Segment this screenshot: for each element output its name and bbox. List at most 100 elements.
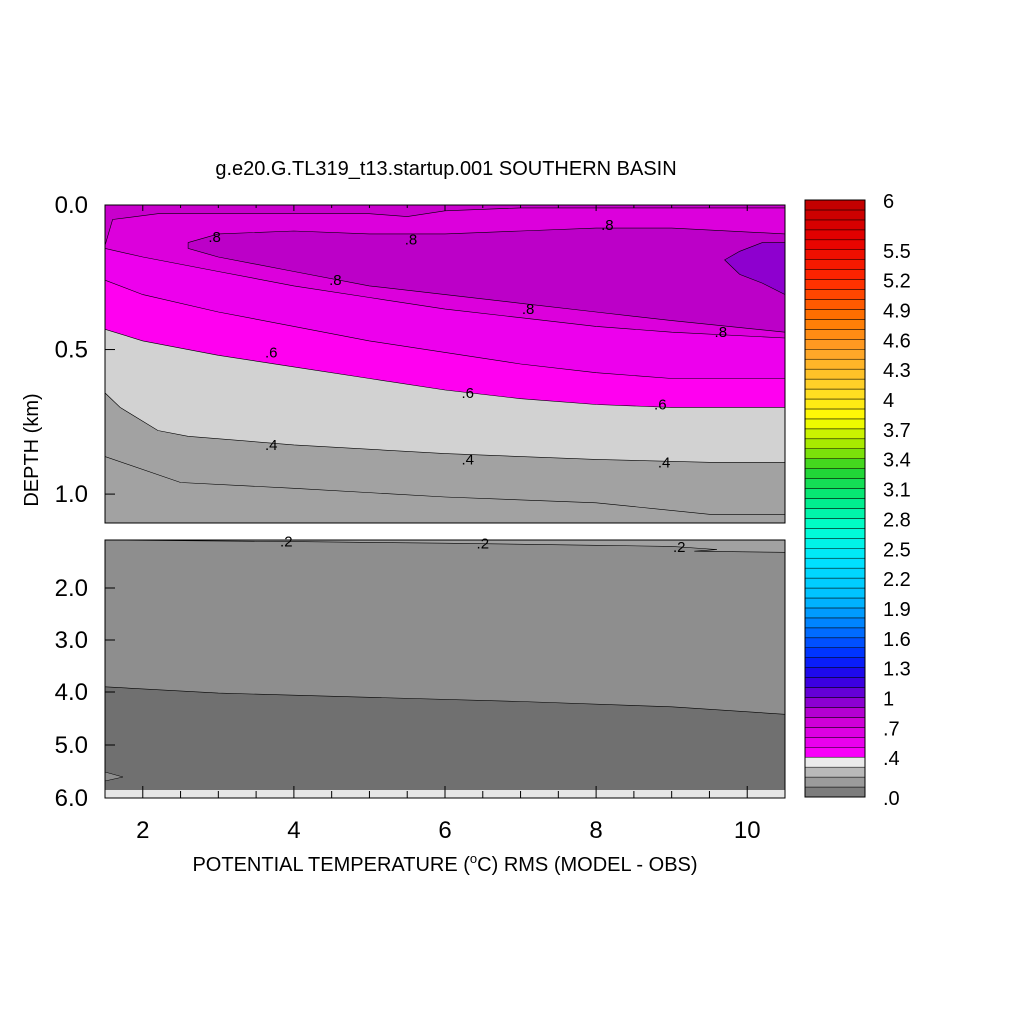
upper-contour-loop-0 (187, 227, 785, 333)
colorbar-band (804, 567, 866, 579)
colorbar-band (804, 408, 866, 420)
x-tick-label: 4 (287, 817, 300, 844)
colorbar-band (804, 269, 866, 280)
colorbar-band (804, 776, 866, 788)
contour-label: .8 (208, 229, 221, 246)
y-tick-label-lower: 2.0 (55, 575, 88, 602)
contour-label: .2 (280, 534, 293, 551)
y-tick-label-lower: 6.0 (55, 785, 88, 812)
colorbar-band (804, 209, 866, 221)
y-axis-label: DEPTH (km) (21, 393, 43, 506)
lower-contour-line-0 (105, 540, 785, 553)
colorbar-band (804, 687, 866, 698)
x-axis-label-pre: POTENTIAL TEMPERATURE ( (192, 854, 470, 876)
colorbar-band (804, 478, 866, 489)
y-tick-label-upper: 0.0 (55, 192, 88, 219)
contour-label: .2 (673, 539, 686, 556)
colorbar-band (804, 627, 866, 639)
colorbar-tick-label: 4 (883, 390, 894, 412)
colorbar-tick-label: .0 (883, 788, 900, 810)
colorbar-band (804, 657, 866, 668)
colorbar-band (804, 637, 866, 648)
contour-label: .4 (658, 454, 671, 471)
contour-label: .6 (654, 397, 667, 414)
colorbar-tick-label: 2.2 (883, 569, 911, 591)
colorbar-tick-label: 4.9 (883, 300, 911, 322)
colorbar-tick-label: 6 (883, 191, 894, 213)
colorbar-band (804, 199, 866, 211)
colorbar-tick-label: 2.8 (883, 509, 911, 531)
x-axis-label: POTENTIAL TEMPERATURE (oC) RMS (MODEL - … (192, 851, 697, 876)
colorbar-band (804, 647, 866, 658)
upper-contour-line-1 (105, 329, 785, 408)
colorbar-band (804, 428, 866, 440)
lower-contour-notch (105, 771, 124, 782)
colorbar-band (804, 249, 866, 260)
colorbar-band (804, 756, 866, 768)
colorbar-band (804, 597, 866, 609)
colorbar-tick-label: .7 (883, 718, 900, 740)
lower-contour-line-1 (105, 686, 785, 715)
colorbar-band (804, 418, 866, 430)
colorbar-band (804, 508, 866, 519)
colorbar-band (804, 388, 866, 400)
colorbar-band (804, 528, 866, 539)
colorbar-band (804, 339, 866, 350)
colorbar-tick-label: 1.9 (883, 599, 911, 621)
x-tick-label: 2 (136, 817, 149, 844)
upper-panel (105, 205, 785, 523)
contour-label: .6 (461, 385, 474, 402)
colorbar-tick-label: 4.3 (883, 360, 911, 382)
colorbar-band (804, 717, 866, 728)
x-axis-label-sup: o (470, 851, 477, 866)
colorbar-band (804, 329, 866, 340)
colorbar-band (804, 488, 866, 499)
colorbar-band (804, 458, 866, 469)
lower-panel (105, 540, 785, 798)
contour-label: .8 (715, 324, 728, 341)
colorbar-band (804, 279, 866, 290)
x-tick-label: 8 (589, 817, 602, 844)
contour-label: .6 (265, 344, 278, 361)
y-tick-label-upper: 0.5 (55, 337, 88, 364)
upper-contour-line-3 (105, 248, 785, 339)
colorbar-band (804, 289, 866, 300)
colorbar-band (804, 607, 866, 619)
colorbar-band (804, 239, 866, 251)
colorbar-band (804, 378, 866, 390)
colorbar-tick-label: 1.6 (883, 629, 911, 651)
colorbar-tick-label: .4 (883, 748, 900, 770)
colorbar-band (804, 727, 866, 738)
colorbar-band (804, 398, 866, 410)
upper-contour-line-0 (105, 392, 785, 463)
colorbar-band (804, 259, 866, 270)
upper-contour-fill-4 (105, 205, 785, 246)
colorbar-band (804, 219, 866, 231)
colorbar-band (804, 349, 866, 360)
colorbar-band (804, 358, 866, 370)
axes: 2 4 6 8 10 0.0 0.5 1.0 2.0 3.0 4.0 5.0 6.0 (55, 192, 786, 844)
upper-contour-line-bottom (105, 456, 785, 515)
colorbar-band (804, 557, 866, 569)
upper-contour-line-4 (105, 207, 785, 246)
colorbar-band (804, 677, 866, 688)
colorbar-band (804, 587, 866, 599)
colorbar-tick-label: 3.1 (883, 480, 911, 502)
contour-label: .8 (522, 301, 535, 318)
colorbar-band (804, 577, 866, 589)
colorbar-tick-label: 5.2 (883, 271, 911, 293)
colorbar-tick-label: 2.5 (883, 539, 911, 561)
colorbar-band (804, 498, 866, 509)
colorbar-band (804, 368, 866, 380)
colorbar-band (804, 468, 866, 479)
colorbar-band (804, 319, 866, 330)
colorbar-band (804, 448, 866, 459)
x-tick-label: 6 (438, 817, 451, 844)
contour-label: .2 (477, 536, 490, 553)
colorbar-band (804, 299, 866, 310)
y-tick-label-upper: 1.0 (55, 481, 88, 508)
colorbar-tick-label: 5.5 (883, 241, 911, 263)
colorbar-band (804, 518, 866, 529)
colorbar-tick-label: 1 (883, 689, 894, 711)
colorbar-band (804, 538, 866, 549)
